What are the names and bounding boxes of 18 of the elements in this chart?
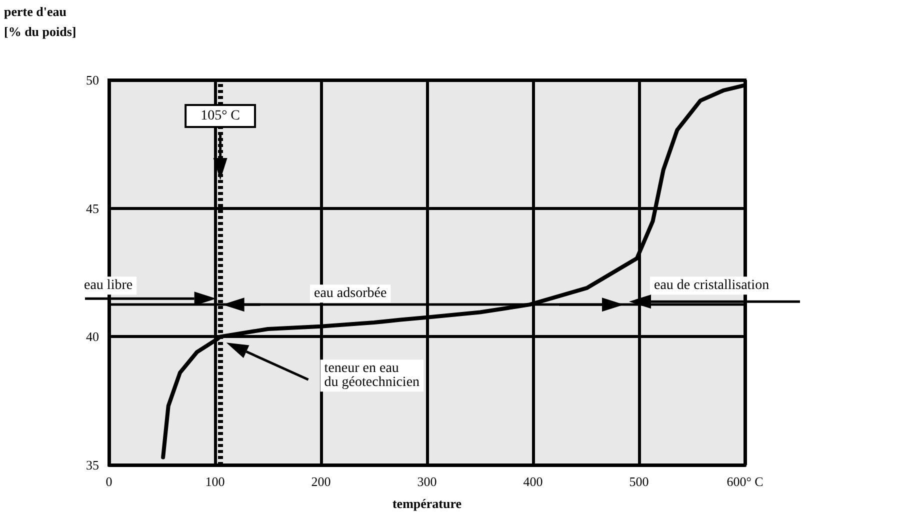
x-tick-label: 0 (106, 474, 112, 489)
x-tick-label: 500 (629, 474, 649, 489)
annotation: teneur en eau du géotechnicien (324, 361, 420, 390)
annotation: eau de cristallisation (654, 278, 770, 294)
y-tick-label: 45 (86, 200, 99, 216)
x-tick-label: 100 (205, 474, 225, 489)
x-tick-label: 200 (311, 474, 331, 489)
ref-line-label: 105° C (200, 108, 240, 124)
x-tick-label: 600° C (726, 474, 764, 489)
x-tick-label: 300 (417, 474, 437, 489)
y-tick-label: 35 (86, 458, 99, 472)
annotation: eau adsorbée (314, 286, 387, 302)
annotation: eau libre (84, 278, 133, 294)
x-axis-title: température (392, 496, 462, 511)
y-tick-label: 50 (86, 72, 99, 88)
x-tick-label: 400 (523, 474, 543, 489)
y-axis-title: perte d'eau [% du poids] (4, 3, 76, 41)
y-tick-label: 40 (86, 329, 99, 344)
